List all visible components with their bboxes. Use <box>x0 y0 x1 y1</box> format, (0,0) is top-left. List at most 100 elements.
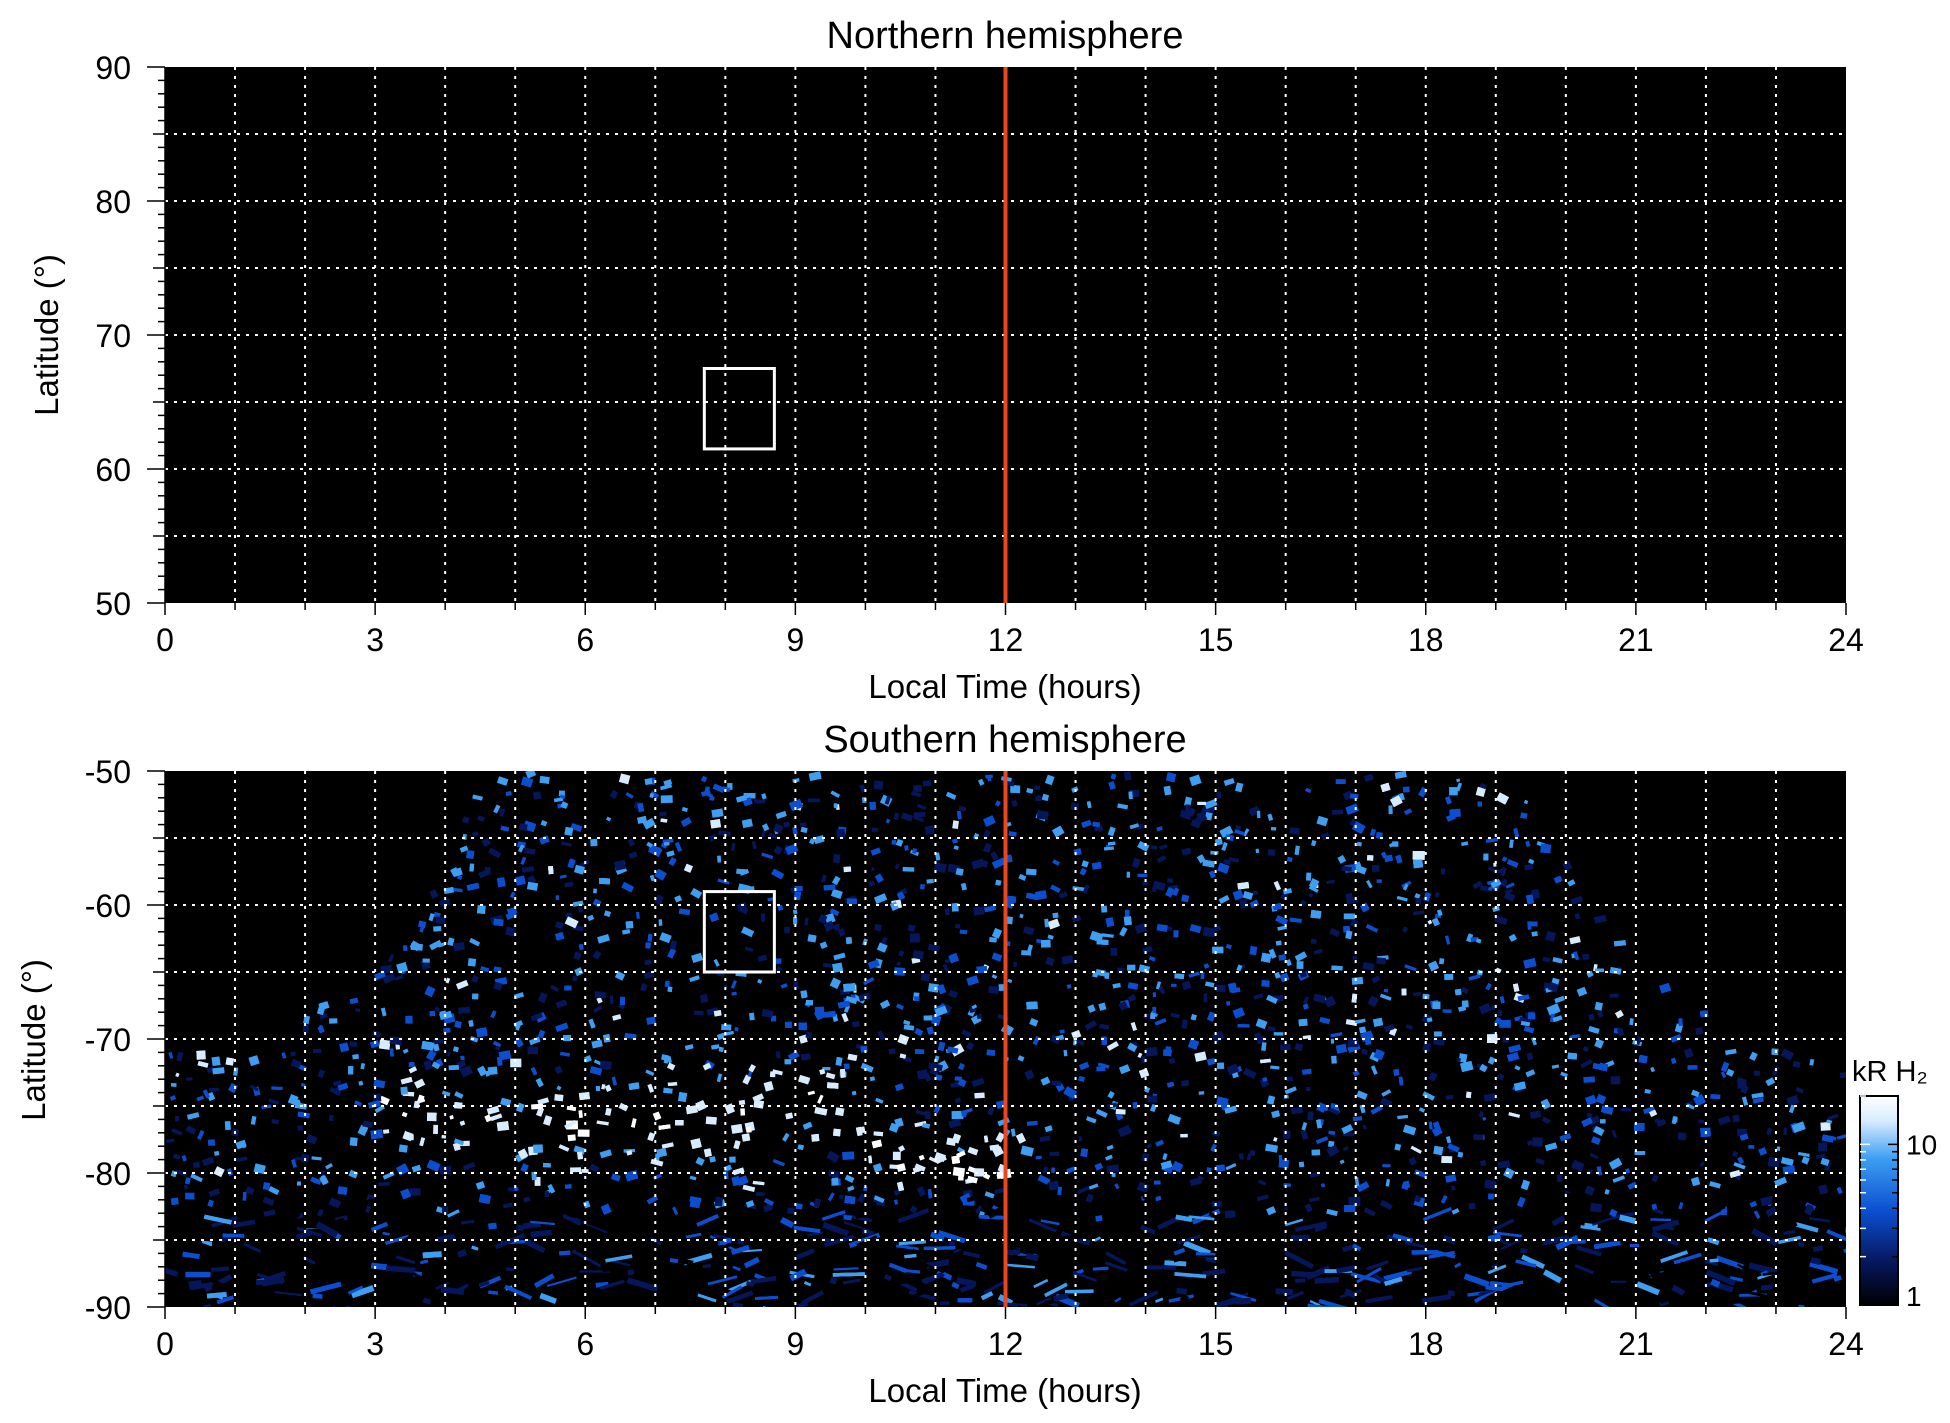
emission-cell <box>902 866 915 872</box>
emission-cell <box>1636 1281 1660 1296</box>
emission-cell <box>959 1283 974 1293</box>
emission-cell <box>1314 1276 1339 1284</box>
emission-cell <box>1063 1212 1071 1219</box>
emission-cell <box>952 1166 966 1177</box>
emission-cell <box>798 1022 807 1031</box>
emission-cell <box>1189 924 1202 934</box>
emission-cell <box>1523 957 1537 969</box>
emission-cell <box>1034 785 1040 790</box>
emission-cell <box>694 1295 726 1306</box>
emission-cell <box>1709 1181 1721 1189</box>
emission-cell <box>817 1094 824 1104</box>
emission-cell <box>1285 959 1292 967</box>
southern-emission-map <box>165 771 1846 1307</box>
emission-cell <box>1369 828 1377 837</box>
emission-cell <box>736 1175 749 1186</box>
emission-cell <box>186 1077 193 1081</box>
emission-cell <box>744 946 754 952</box>
emission-cell <box>428 913 435 922</box>
emission-cell <box>1144 1265 1176 1270</box>
emission-cell <box>645 942 651 949</box>
emission-cell <box>488 847 502 859</box>
emission-cell <box>1665 1294 1692 1298</box>
emission-cell <box>1163 785 1172 796</box>
emission-cell <box>500 825 510 832</box>
emission-cell <box>358 1080 364 1086</box>
emission-cell <box>771 868 785 880</box>
emission-cell <box>1749 1051 1758 1061</box>
emission-cell <box>1286 1290 1304 1301</box>
emission-cell <box>333 1080 342 1087</box>
emission-cell <box>1412 859 1424 869</box>
emission-cell <box>952 820 959 829</box>
emission-cell <box>1353 864 1367 875</box>
emission-cell <box>469 938 481 947</box>
emission-cell <box>1833 1274 1842 1282</box>
emission-cell <box>564 1119 577 1130</box>
emission-cell <box>1351 993 1358 1003</box>
emission-cell <box>1472 880 1483 889</box>
emission-cell <box>168 1051 174 1059</box>
emission-cell <box>1597 1011 1604 1018</box>
emission-cell <box>1625 1168 1630 1174</box>
emission-cell <box>1753 1070 1760 1076</box>
emission-cell <box>833 923 840 931</box>
emission-cell <box>1748 1291 1768 1298</box>
emission-cell <box>821 874 827 883</box>
emission-cell <box>435 916 446 925</box>
emission-cell <box>1445 813 1457 822</box>
emission-cell <box>913 815 925 823</box>
emission-cell <box>928 1219 946 1226</box>
emission-cell <box>1051 1034 1055 1039</box>
emission-cell <box>718 830 731 837</box>
southern-panel: Southern hemisphere 0 3 6 9 12 15 18 21 24 -50-6… <box>15 719 1864 1409</box>
emission-cell <box>520 1163 529 1173</box>
emission-cell <box>1695 1027 1704 1035</box>
emission-cell <box>775 811 787 819</box>
emission-cell <box>505 791 512 796</box>
emission-cell <box>961 1029 972 1038</box>
emission-cell <box>1386 1234 1398 1242</box>
emission-cell <box>602 1267 624 1272</box>
emission-cell <box>1352 955 1358 960</box>
emission-cell <box>923 1273 945 1285</box>
emission-cell <box>680 817 692 827</box>
emission-cell <box>1215 1164 1226 1172</box>
emission-cell <box>211 1056 221 1067</box>
southern-title: Southern hemisphere <box>823 719 1186 761</box>
emission-cell <box>1156 981 1161 990</box>
emission-cell <box>1158 986 1166 995</box>
emission-cell <box>1783 1229 1796 1235</box>
emission-cell <box>1445 1094 1454 1100</box>
emission-cell <box>835 1107 845 1117</box>
emission-cell <box>1271 827 1277 831</box>
emission-cell <box>857 1193 866 1203</box>
emission-cell <box>478 1280 490 1288</box>
emission-cell <box>1067 1233 1088 1240</box>
emission-cell <box>916 803 927 810</box>
emission-cell <box>1779 1212 1799 1222</box>
emission-cell <box>1593 1298 1610 1307</box>
emission-cell <box>776 1051 781 1059</box>
emission-cell <box>1546 1003 1561 1016</box>
emission-cell <box>1629 1018 1634 1026</box>
emission-cell <box>845 937 853 944</box>
emission-cell <box>643 1242 653 1249</box>
emission-cell <box>976 1013 983 1019</box>
emission-cell <box>948 1262 960 1267</box>
emission-cell <box>1707 1237 1720 1246</box>
emission-cell <box>453 1138 465 1146</box>
emission-cell <box>1804 1303 1818 1307</box>
emission-cell <box>1383 1269 1412 1281</box>
emission-cell <box>659 932 672 944</box>
emission-cell <box>170 1197 179 1206</box>
emission-cell <box>1216 791 1222 799</box>
emission-cell <box>1729 1275 1744 1282</box>
emission-cell <box>530 1066 538 1076</box>
emission-cell <box>165 1267 179 1277</box>
emission-cell <box>539 775 550 785</box>
emission-cell <box>1651 1219 1680 1233</box>
emission-cell <box>477 1065 488 1077</box>
emission-cell <box>1100 905 1108 913</box>
emission-cell <box>1520 1247 1528 1254</box>
